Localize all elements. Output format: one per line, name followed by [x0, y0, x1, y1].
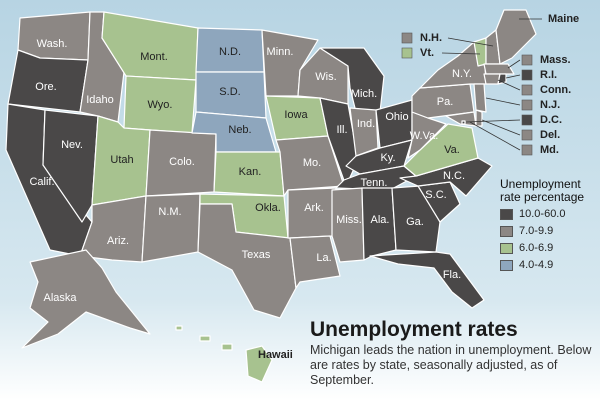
state-ak [21, 249, 151, 349]
callout-nj-swatch [521, 99, 533, 111]
state-al [361, 187, 397, 261]
state-in [349, 107, 379, 157]
state-label-ar: Ark. [304, 202, 324, 214]
map-subtitle: Michigan leads the nation in unemploymen… [310, 343, 592, 387]
callout-ma: Mass. [540, 54, 571, 66]
state-dc [461, 120, 466, 125]
legend-swatch [500, 225, 513, 237]
state-label-wv: W.Va. [410, 130, 439, 142]
state-ma [483, 63, 515, 75]
state-label-ky: Ky. [380, 152, 395, 164]
state-label-mn: Minn. [267, 46, 294, 58]
legend-item: 4.0-4.9 [500, 258, 600, 272]
callout-hi: Hawaii [258, 349, 293, 361]
legend-item: 6.0-6.9 [500, 241, 600, 255]
state-label-ga: Ga. [406, 216, 424, 228]
state-label-nd: N.D. [219, 46, 241, 58]
state-nm [141, 193, 201, 263]
state-label-ca: Calif. [29, 176, 54, 188]
state-hi [175, 325, 273, 383]
state-label-il: Ill. [337, 124, 348, 136]
legend: Unemployment rate percentage 10.0-60.0 7… [500, 178, 600, 272]
legend-swatch [500, 259, 513, 271]
callout-vt-swatch [401, 47, 413, 59]
state-ct [483, 73, 501, 85]
state-label-nv: Nev. [61, 139, 83, 151]
state-label-nm: N.M. [158, 206, 181, 218]
state-label-ny: N.Y. [452, 68, 472, 80]
callout-ri-swatch [521, 69, 533, 81]
state-nj [473, 83, 487, 113]
state-label-tn: Tenn. [361, 177, 388, 189]
state-label-ut: Utah [110, 154, 133, 166]
state-label-sd: S.D. [219, 86, 240, 98]
state-label-ok: Okla. [255, 202, 281, 214]
state-ri [497, 73, 507, 85]
callout-labels: Maine N.H. Vt. Mass. R.I. Conn. N.J. D.C… [258, 13, 579, 361]
legend-swatch [500, 208, 513, 220]
state-label-ak: Alaska [43, 292, 77, 304]
state-fl [369, 251, 485, 309]
state-label-va: Va. [444, 144, 460, 156]
state-label-az: Ariz. [107, 235, 129, 247]
callout-ri: R.I. [540, 69, 557, 81]
state-label-mt: Mont. [140, 51, 168, 63]
legend-swatch [500, 242, 513, 254]
callout-ct-swatch [521, 84, 533, 96]
legend-label: 7.0-9.9 [519, 225, 554, 237]
state-label-al: Ala. [371, 214, 390, 226]
state-tx [197, 203, 297, 319]
state-wa [17, 11, 91, 61]
legend-label: 4.0-4.9 [519, 259, 554, 271]
map-title: Unemployment rates [310, 318, 518, 341]
callout-vt: Vt. [420, 47, 434, 59]
callout-nj: N.J. [540, 99, 560, 111]
state-nv [42, 109, 99, 223]
callout-ma-swatch [521, 54, 533, 66]
state-label-ks: Kan. [239, 166, 262, 178]
state-label-pa: Pa. [437, 96, 454, 108]
callout-dc: D.C. [540, 114, 562, 126]
state-label-mo: Mo. [303, 157, 321, 169]
state-label-fl: Fla. [443, 269, 461, 281]
state-labels: Wash. Ore. Calif. Nev. Idaho Mont. Wyo. … [29, 38, 472, 304]
state-label-or: Ore. [35, 81, 56, 93]
callout-ct: Conn. [540, 84, 571, 96]
legend-label: 6.0-6.9 [519, 242, 554, 254]
state-label-sc: S.C. [425, 189, 446, 201]
state-label-ms: Miss. [336, 214, 362, 226]
legend-label: 10.0-60.0 [519, 208, 566, 220]
state-label-co: Colo. [169, 156, 195, 168]
state-label-wy: Wyo. [148, 99, 173, 111]
callout-de-swatch [521, 129, 533, 141]
callout-dc-swatch [521, 114, 533, 126]
state-label-wa: Wash. [37, 38, 68, 50]
state-de [475, 109, 483, 127]
state-la [289, 235, 341, 289]
legend-item: 7.0-9.9 [500, 224, 600, 238]
callout-nh-swatch [401, 32, 413, 44]
callout-me: Maine [548, 13, 579, 25]
state-label-wi: Wis. [315, 71, 336, 83]
state-label-mi: Mich. [351, 88, 377, 100]
state-label-oh: Ohio [385, 111, 408, 123]
legend-title: Unemployment rate percentage [500, 177, 585, 204]
state-label-nc: N.C. [443, 170, 465, 182]
callout-md: Md. [540, 144, 559, 156]
state-label-ne: Neb. [228, 124, 251, 136]
callout-nh: N.H. [420, 32, 442, 44]
state-label-in: Ind. [357, 118, 375, 130]
state-label-la: La. [316, 252, 331, 264]
callout-md-swatch [521, 144, 533, 156]
state-ms [331, 187, 365, 263]
legend-item: 10.0-60.0 [500, 207, 600, 221]
state-label-id: Idaho [86, 94, 114, 106]
state-label-ia: Iowa [284, 109, 308, 121]
state-label-tx: Texas [242, 249, 271, 261]
callout-de: Del. [540, 129, 560, 141]
